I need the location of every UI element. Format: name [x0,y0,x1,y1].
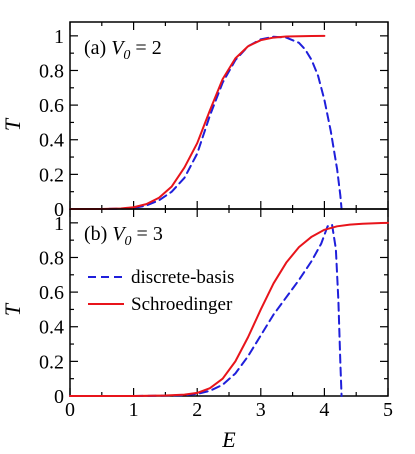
panel-a-ytick-label: 0.6 [39,95,64,117]
panel-b-ticks [69,209,389,397]
panel-b-ytick-label: 0.4 [39,317,64,339]
panel-b-ytick-label: 1 [54,213,64,235]
panel-a-series-discrete-basis [69,35,343,210]
panel-b-ytick-label: 0 [54,386,64,408]
panel-b-x-tick-labels: 0 1 2 3 4 5 [65,399,393,421]
panel-a-ytick-label: 0.8 [39,60,64,82]
panel-b-label-prefix: (b) [84,223,112,245]
panel-b-ylabel: T [0,302,25,316]
panel-b-ytick-label: 0.8 [39,247,64,269]
panel-a-label: (a) V0 = 2 [84,37,162,63]
legend-label-schroedinger: Schroedinger [131,294,233,315]
panel-b-xlabel: E [221,427,236,452]
panel-b-xtick-label: 5 [383,399,393,421]
panel-a-label-prefix: (a) [84,37,111,59]
panel-b-series [69,221,389,397]
panel-a-ytick-label: 0.4 [39,130,64,152]
panel-a-label-sub: 0 [123,48,130,63]
panel-a-series [69,34,343,210]
panel-a-ytick-label: 1 [54,26,64,48]
panel-a-ytick-label: 0.2 [39,164,64,186]
panel-b-xtick-label: 2 [192,399,202,421]
panel-b-ytick-label: 0.6 [39,282,64,304]
panel-a-series-schroedinger [69,34,326,210]
panel-b-xtick-label: 0 [65,399,75,421]
legend: discrete-basis Schroedinger [88,267,234,315]
panel-b-label-sub: 0 [125,234,132,249]
panel-b-label-var: V [112,223,127,245]
panel-a-label-value: = 2 [130,37,161,59]
panel-a-ylabel: T [0,117,25,131]
panel-a-y-tick-labels: 0 0.2 0.4 0.6 0.8 1 [39,26,64,221]
panel-b-xtick-label: 4 [319,399,329,421]
legend-label-discrete-basis: discrete-basis [131,267,234,288]
panel-a-label-var: V [111,37,126,59]
panel-a: 00.20.40.60.81 T (a) V0 = 2 [0,21,389,221]
panel-b-series-schroedinger [69,221,389,397]
panel-b-xtick-label: 3 [256,399,266,421]
panel-b-ytick-label: 0.2 [39,351,64,373]
panel-b-label: (b) V0 = 3 [84,223,163,249]
panel-a-ytick-label: 0 [54,199,64,221]
panel-b-xtick-label: 1 [129,399,139,421]
panel-b-y-tick-labels: 0 0.2 0.4 0.6 0.8 1 [39,213,64,408]
panel-b-label-value: = 3 [132,223,163,245]
